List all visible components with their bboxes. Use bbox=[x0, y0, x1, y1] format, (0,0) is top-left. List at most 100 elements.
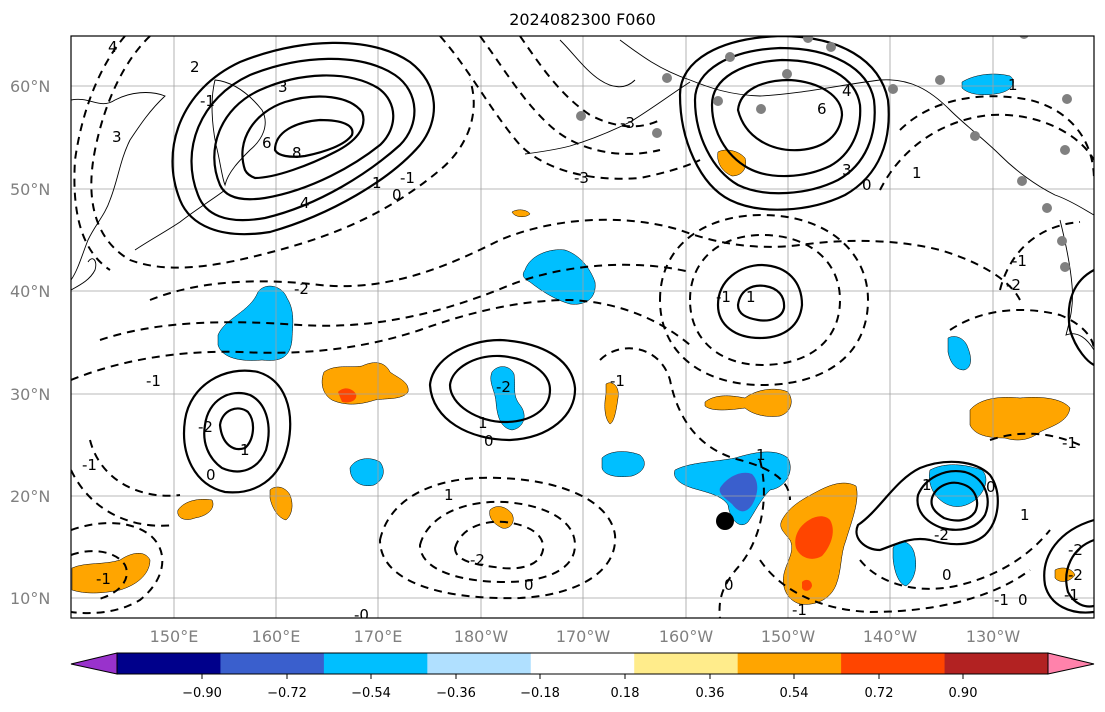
contour-dashed-north-1 bbox=[439, 36, 701, 180]
shade-orange-patch bbox=[71, 553, 151, 594]
station-marker bbox=[970, 131, 980, 141]
colorbar-segment bbox=[220, 653, 325, 674]
contour-dateline-high-inner bbox=[448, 354, 552, 424]
lon-tick-label: 170°W bbox=[556, 627, 611, 646]
longitude-axis: 150°E 160°E 170°E 180°W 170°W 160°W 150°… bbox=[150, 627, 1021, 646]
contour-label: 0 bbox=[862, 176, 872, 194]
contour-label: 1 bbox=[478, 414, 488, 432]
shade-red-patch bbox=[802, 579, 812, 591]
contour-dashed-mid-2 bbox=[99, 263, 691, 341]
na-west-coast bbox=[1059, 219, 1094, 351]
storm-center-marker bbox=[716, 512, 734, 530]
colorbar-ticks bbox=[201, 674, 964, 679]
lon-tick-label: 180°W bbox=[454, 627, 509, 646]
plot-title: 2024082300 F060 bbox=[509, 10, 656, 29]
contour-dashed-east-2 bbox=[879, 113, 1094, 191]
contour-cyclone-west-inner bbox=[203, 391, 270, 473]
contour-central-high-inner bbox=[736, 284, 786, 322]
contour-dashed-se-2 bbox=[759, 559, 1031, 614]
station-marker bbox=[1060, 145, 1070, 155]
station-marker bbox=[1017, 176, 1027, 186]
aleutian-islands bbox=[524, 81, 691, 155]
lon-tick-label: 150°W bbox=[761, 627, 816, 646]
contour-label: -1 bbox=[200, 92, 215, 110]
contour-gulf-low-2 bbox=[693, 46, 876, 195]
contour-label: 8 bbox=[292, 144, 302, 162]
station-marker bbox=[652, 128, 662, 138]
contour-east-low-2 bbox=[916, 470, 989, 531]
contour-east-edge bbox=[1067, 269, 1094, 366]
contour-gulf-low-3 bbox=[710, 58, 862, 178]
contour-dashed-east-3 bbox=[999, 221, 1081, 291]
contour-labels: 4 3 2 3 6 8 4 6 4 3 0 1 -3 -2 -2 -1 -1 1… bbox=[82, 38, 1083, 618]
contour-label: 6 bbox=[262, 134, 272, 152]
colorbar-label: −0.72 bbox=[267, 686, 307, 701]
contour-dashed-trough-2 bbox=[718, 459, 765, 618]
contour-dashed-south-ring bbox=[378, 476, 617, 600]
shade-orange-patch bbox=[717, 149, 746, 177]
kamchatka-coast bbox=[211, 79, 266, 187]
lat-tick-label: 30°N bbox=[10, 385, 50, 404]
colorbar-label: 0.72 bbox=[865, 686, 894, 701]
contour-label: -2 bbox=[496, 378, 511, 396]
solid-contours bbox=[171, 36, 1094, 614]
contour-dashed-west-south bbox=[89, 439, 181, 497]
station-marker bbox=[576, 111, 586, 121]
contour-dashed-mid-1 bbox=[149, 218, 1021, 301]
contour-label: -1 bbox=[994, 591, 1009, 609]
contour-kamchatka-low-2 bbox=[190, 57, 416, 222]
colorbar-segment bbox=[117, 653, 221, 674]
contour-se-corner-2 bbox=[1065, 538, 1094, 608]
station-marker bbox=[1060, 262, 1070, 272]
shade-orange-patch bbox=[1054, 567, 1076, 582]
contour-label: 6 bbox=[817, 100, 827, 118]
contour-label: 1 bbox=[756, 446, 766, 464]
contour-label: -2 bbox=[198, 418, 213, 436]
lat-tick-label: 60°N bbox=[10, 77, 50, 96]
colorbar-frame bbox=[116, 652, 1049, 675]
contour-se-corner bbox=[1043, 518, 1094, 614]
station-marker bbox=[803, 36, 813, 43]
contour-dashed-west-1 bbox=[90, 36, 475, 269]
shade-orange-patch bbox=[511, 209, 531, 217]
contour-central-high bbox=[716, 263, 804, 340]
shade-darkblue-patch bbox=[719, 472, 758, 512]
colorbar-label: 0.90 bbox=[949, 686, 978, 701]
colorbar-label: 0.36 bbox=[696, 686, 725, 701]
station-marker bbox=[826, 42, 836, 52]
contour-label: 1 bbox=[372, 174, 382, 192]
station-marker bbox=[1057, 236, 1067, 246]
contour-label: 0 bbox=[986, 478, 996, 496]
colorbar-low-extension bbox=[70, 652, 118, 675]
station-marker bbox=[756, 104, 766, 114]
colorbar-segment bbox=[944, 653, 1049, 674]
colorbar-segments bbox=[117, 653, 1049, 674]
contour-label: -1 bbox=[82, 456, 97, 474]
contour-label: 0 bbox=[484, 432, 494, 450]
contour-label: 1 bbox=[1008, 76, 1018, 94]
contour-label: -2 bbox=[1006, 276, 1021, 294]
station-marker bbox=[662, 73, 672, 83]
contour-dashed-west-south-2 bbox=[71, 469, 176, 527]
shade-red-patch bbox=[338, 388, 357, 403]
contour-label: -1 bbox=[1012, 252, 1027, 270]
contour-label: 4 bbox=[300, 194, 310, 212]
bering-coast bbox=[559, 39, 636, 88]
contour-label: 4 bbox=[108, 38, 118, 56]
contour-label: -1 bbox=[146, 372, 161, 390]
station-marker bbox=[782, 69, 792, 79]
contour-label: -3 bbox=[620, 114, 635, 132]
colorbar-label: −0.18 bbox=[520, 686, 560, 701]
contour-cyclone-west bbox=[182, 369, 292, 494]
contour-kamchatka-low-1 bbox=[171, 41, 436, 236]
contour-label: 0 bbox=[524, 576, 534, 594]
contour-label: 1 bbox=[922, 476, 932, 494]
colorbar-label: −0.54 bbox=[351, 686, 391, 701]
station-marker bbox=[935, 75, 945, 85]
contour-label: 4 bbox=[842, 82, 852, 100]
shade-blue-patch bbox=[961, 73, 1014, 95]
contour-dashed-south-ring-3 bbox=[453, 520, 545, 570]
coastlines bbox=[71, 39, 1094, 351]
contour-east-low-1 bbox=[855, 460, 999, 552]
contour-label: 1 bbox=[444, 486, 454, 504]
